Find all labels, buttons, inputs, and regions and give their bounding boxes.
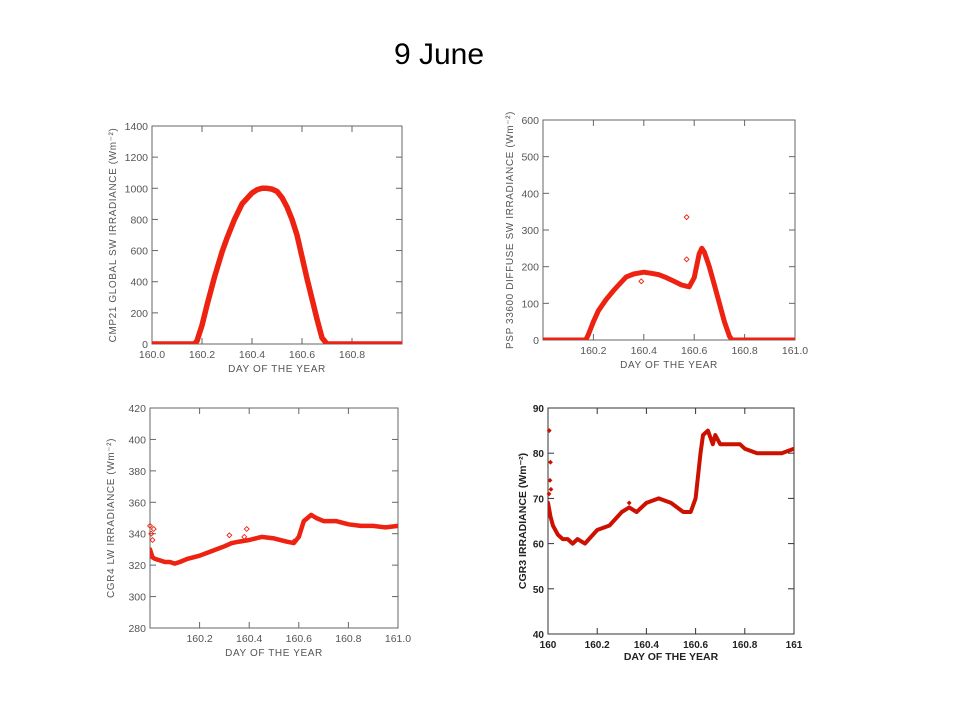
data-point xyxy=(290,538,297,545)
x-tick-label: 160.8 xyxy=(339,349,365,361)
y-tick-label: 40 xyxy=(533,630,545,641)
chart-panel-cgr3-irradiance: 40 50 60 70 80 90 160 160.2 160.4 160.6 160.8 161 DA… xyxy=(517,404,803,663)
x-tick-label: 160.2 xyxy=(186,633,212,645)
x-tick-label: 160.4 xyxy=(634,640,659,651)
y-tick-label: 90 xyxy=(533,404,545,415)
data-point xyxy=(243,525,250,533)
data-point xyxy=(548,486,554,492)
y-tick-label: 0 xyxy=(142,339,148,351)
x-tick-label: 160 xyxy=(540,640,557,651)
y-tick-label: 300 xyxy=(128,592,146,604)
y-tick-label: 70 xyxy=(533,494,545,505)
y-axis-label: CGR4 LW IRRADIANCE (Wm⁻²) xyxy=(106,438,117,598)
series-line xyxy=(543,245,795,340)
y-tick-label: 800 xyxy=(130,214,148,226)
chart-panel-lw-irradiance: 280 300 320 340 360 380 400 420 160.2 160.4 160.6 1… xyxy=(106,403,411,659)
y-tick-label: 360 xyxy=(128,497,146,509)
y-tick-label: 300 xyxy=(521,225,539,237)
plot-frame xyxy=(547,407,795,635)
data-point xyxy=(241,533,248,540)
x-tick-label: 161.0 xyxy=(385,633,411,645)
y-tick-label: 0 xyxy=(533,335,539,347)
x-axis-label: DAY OF THE YEAR xyxy=(228,364,326,375)
series-line xyxy=(548,428,794,546)
x-tick-label: 160.6 xyxy=(681,345,707,357)
y-tick-label: 1200 xyxy=(125,152,149,164)
chart-panel-diffuse-sw: 0 100 200 300 400 500 600 160.2 160.4 160.6 160.8 1… xyxy=(505,111,808,371)
y-tick-label: 600 xyxy=(521,115,539,127)
page-title: 9 June xyxy=(393,38,485,71)
x-tick-label: 160.6 xyxy=(683,640,708,651)
data-point xyxy=(226,532,233,539)
y-tick-label: 500 xyxy=(521,152,539,164)
x-tick-label: 160.6 xyxy=(289,349,315,361)
series-line xyxy=(152,185,402,344)
y-tick-label: 200 xyxy=(521,262,539,274)
x-tick-label: 160.4 xyxy=(239,349,265,361)
plot-frame xyxy=(542,119,796,341)
data-point xyxy=(149,536,156,544)
x-tick-label: 160.6 xyxy=(286,633,312,645)
chart-panel-global-sw: 0 200 400 600 800 1000 1200 1400 160.0 160.2 160.4… xyxy=(108,121,403,375)
data-point xyxy=(683,256,690,263)
x-tick-label: 160.4 xyxy=(631,345,657,357)
y-tick-label: 400 xyxy=(128,434,146,446)
data-point xyxy=(626,500,632,506)
x-axis-label: DAY OF THE YEAR xyxy=(620,360,718,371)
data-point xyxy=(638,278,645,285)
data-point xyxy=(548,459,553,465)
x-tick-label: 160.2 xyxy=(585,640,610,651)
x-axis-label: DAY OF THE YEAR xyxy=(624,651,719,663)
y-tick-label: 1400 xyxy=(125,121,149,133)
y-tick-label: 380 xyxy=(128,466,146,478)
data-point xyxy=(547,477,553,483)
x-tick-label: 160.0 xyxy=(139,349,165,361)
series-line xyxy=(150,512,398,566)
y-tick-label: 340 xyxy=(128,529,146,541)
y-tick-label: 400 xyxy=(130,277,148,289)
data-point xyxy=(146,522,154,529)
y-tick-label: 1000 xyxy=(125,183,149,195)
y-tick-label: 320 xyxy=(128,560,146,572)
x-tick-label: 160.8 xyxy=(732,640,757,651)
data-point xyxy=(150,525,157,533)
y-axis-label: CGR3 IRRADIANCE (Wm⁻²) xyxy=(517,453,529,589)
x-tick-label: 160.8 xyxy=(731,345,757,357)
data-point xyxy=(148,530,155,537)
x-tick-label: 161 xyxy=(786,640,803,651)
data-point xyxy=(546,428,552,434)
y-tick-label: 80 xyxy=(533,449,545,460)
plot-frame xyxy=(151,125,403,345)
x-tick-label: 160.2 xyxy=(189,349,215,361)
y-tick-label: 280 xyxy=(128,623,146,635)
y-tick-label: 600 xyxy=(130,246,148,258)
x-tick-label: 160.2 xyxy=(580,345,606,357)
x-axis-label: DAY OF THE YEAR xyxy=(225,648,323,659)
y-tick-label: 420 xyxy=(128,403,146,415)
y-tick-label: 400 xyxy=(521,188,539,200)
y-axis-label: PSP 33600 DIFFUSE SW IRRADIANCE (Wm⁻²) xyxy=(505,111,516,349)
x-tick-label: 160.8 xyxy=(335,633,361,645)
x-tick-label: 160.4 xyxy=(236,633,262,645)
plot-frame xyxy=(149,407,399,629)
y-tick-label: 200 xyxy=(130,308,148,320)
data-point xyxy=(683,214,690,221)
y-tick-label: 100 xyxy=(521,298,539,310)
data-point xyxy=(546,491,552,497)
y-tick-label: 60 xyxy=(533,540,545,551)
y-axis-label: CMP21 GLOBAL SW IRRADIANCE (Wm⁻²) xyxy=(108,128,119,343)
x-tick-label: 161.0 xyxy=(782,345,808,357)
y-tick-label: 50 xyxy=(533,585,545,596)
